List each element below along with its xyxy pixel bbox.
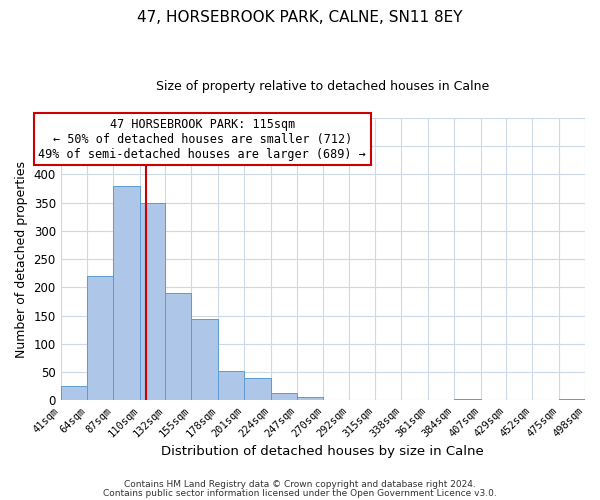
Text: 47, HORSEBROOK PARK, CALNE, SN11 8EY: 47, HORSEBROOK PARK, CALNE, SN11 8EY [137, 10, 463, 25]
Bar [61, 386, 87, 400]
Bar [87, 276, 113, 400]
Bar [218, 370, 244, 400]
Bar [113, 186, 140, 400]
Bar [297, 396, 323, 400]
Bar [244, 378, 271, 400]
Title: Size of property relative to detached houses in Calne: Size of property relative to detached ho… [156, 80, 490, 93]
Text: 47 HORSEBROOK PARK: 115sqm
← 50% of detached houses are smaller (712)
49% of sem: 47 HORSEBROOK PARK: 115sqm ← 50% of deta… [38, 118, 366, 161]
Text: Contains HM Land Registry data © Crown copyright and database right 2024.: Contains HM Land Registry data © Crown c… [124, 480, 476, 489]
Bar [165, 293, 191, 401]
Bar [191, 318, 218, 400]
Text: Contains public sector information licensed under the Open Government Licence v3: Contains public sector information licen… [103, 489, 497, 498]
Y-axis label: Number of detached properties: Number of detached properties [15, 160, 28, 358]
Bar [140, 202, 165, 400]
Bar [271, 393, 297, 400]
X-axis label: Distribution of detached houses by size in Calne: Distribution of detached houses by size … [161, 444, 484, 458]
